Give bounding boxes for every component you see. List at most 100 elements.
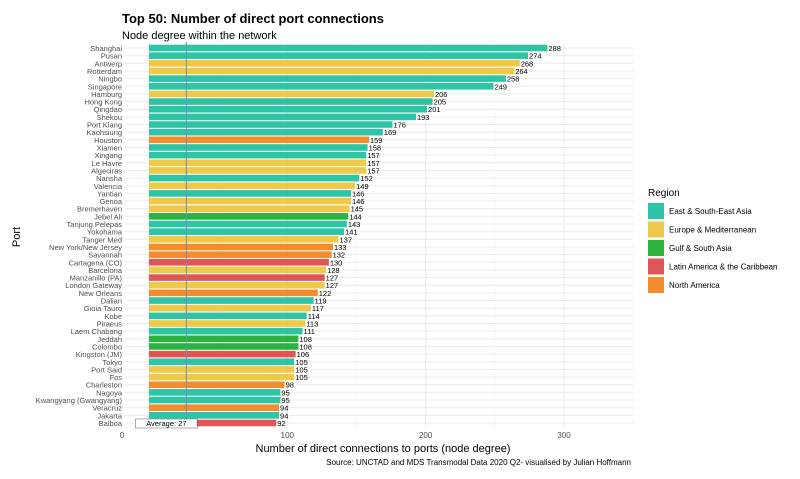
- y-tick-label: Yokohama: [87, 228, 123, 237]
- data-label: 206: [435, 90, 448, 99]
- y-tick-label: Jakarta: [97, 411, 122, 420]
- data-label: 95: [281, 388, 289, 397]
- data-label: 92: [277, 419, 285, 428]
- data-label: 157: [367, 151, 380, 160]
- bar: [149, 381, 285, 389]
- y-tick-label: Le Havre: [92, 159, 122, 168]
- data-label: 122: [319, 289, 332, 298]
- x-tick-label: 200: [419, 431, 433, 440]
- bar: [149, 389, 281, 396]
- y-tick-label: Yantian: [97, 189, 122, 198]
- bar: [149, 228, 345, 235]
- y-tick-label: Houston: [94, 136, 122, 145]
- data-label: 288: [548, 44, 561, 53]
- bar: [149, 396, 281, 404]
- y-tick-label: Tanjung Pelepas: [67, 220, 123, 229]
- data-label: 98: [286, 381, 294, 390]
- data-label: 152: [360, 174, 373, 183]
- y-tick-label: Tanger Med: [82, 235, 122, 244]
- legend-swatch: [648, 203, 664, 219]
- data-label: 264: [515, 67, 528, 76]
- data-label: 146: [352, 197, 365, 206]
- data-label: 133: [334, 243, 347, 252]
- bar: [149, 44, 548, 52]
- data-label: 157: [367, 159, 380, 168]
- legend-label: Europe & Mediterranean: [669, 226, 756, 235]
- x-tick-label: 100: [281, 431, 295, 440]
- y-tick-label: Bremerhaven: [77, 205, 122, 214]
- legend-title: Region: [648, 188, 680, 199]
- data-label: 193: [417, 113, 430, 122]
- y-tick-label: Colombo: [92, 342, 122, 351]
- bar: [149, 258, 329, 266]
- y-tick-label: Manzanillo (PA): [70, 274, 123, 283]
- y-tick-label: Jeddah: [97, 335, 122, 344]
- data-label: 108: [299, 342, 312, 351]
- y-tick-label: Port Klang: [87, 121, 122, 130]
- legend-swatch: [648, 258, 664, 275]
- bar: [149, 243, 333, 251]
- data-label: 127: [326, 274, 339, 283]
- data-label: 114: [308, 312, 320, 321]
- y-tick-label: Savannah: [88, 251, 122, 260]
- y-tick-label: Kwangyang (Gwangyang): [36, 396, 123, 405]
- y-tick-label: Barcelona: [88, 266, 123, 275]
- data-label: 157: [367, 166, 380, 175]
- bar: [149, 128, 383, 136]
- y-tick-label: London Gateway: [65, 281, 122, 290]
- bar: [149, 174, 360, 182]
- y-tick-label: Pusan: [101, 52, 122, 61]
- y-tick-label: Hong Kong: [84, 98, 122, 107]
- bar: [149, 197, 351, 205]
- legend-label: East & South-East Asia: [669, 207, 752, 216]
- bar: [149, 266, 327, 274]
- y-tick-label: Laem Chabang: [71, 327, 122, 336]
- data-label: 105: [295, 373, 308, 382]
- chart-title: Top 50: Number of direct port connection…: [122, 11, 384, 26]
- y-tick-label: Nagoya: [96, 388, 123, 397]
- bar: [149, 412, 280, 419]
- y-tick-label: New Orleans: [79, 289, 123, 298]
- bar: [149, 251, 332, 258]
- bar: [149, 358, 295, 366]
- bar: [149, 304, 311, 312]
- y-tick-label: Dalian: [101, 297, 122, 306]
- data-label: 137: [340, 235, 353, 244]
- y-tick-label: Gioia Tauro: [84, 304, 122, 313]
- y-tick-label: Jebel Ali: [94, 212, 122, 221]
- data-label: 94: [280, 404, 288, 413]
- bar: [149, 182, 356, 190]
- bar: [149, 113, 416, 121]
- bar: [149, 297, 314, 304]
- bar: [149, 190, 351, 197]
- data-label: 146: [352, 189, 365, 198]
- data-label: 106: [297, 350, 310, 359]
- data-label: 94: [280, 411, 288, 420]
- y-tick-label: Singapore: [88, 82, 122, 91]
- data-label: 95: [281, 396, 289, 405]
- data-label: 127: [326, 281, 339, 290]
- bar: [149, 205, 350, 213]
- y-tick-label: Kaohsiung: [87, 128, 122, 137]
- bar: [149, 167, 367, 174]
- bar: [149, 274, 325, 281]
- bar: [149, 404, 280, 411]
- bar: [149, 312, 307, 320]
- bar: [149, 82, 494, 90]
- data-label: 105: [295, 365, 308, 374]
- data-label: 144: [349, 212, 362, 221]
- average-label: Average: 27: [146, 419, 186, 428]
- y-tick-label: Xingang: [94, 151, 122, 160]
- average-label-box: [135, 418, 198, 429]
- legend-label: North America: [669, 281, 720, 290]
- bar: [149, 343, 299, 350]
- data-label: 158: [369, 143, 382, 152]
- data-label: 201: [428, 105, 441, 114]
- bar: [149, 90, 434, 98]
- data-label: 113: [306, 320, 318, 329]
- data-label: 111: [304, 327, 315, 336]
- data-label: 105: [295, 358, 308, 367]
- data-label: 108: [299, 335, 312, 344]
- bar: [149, 60, 520, 67]
